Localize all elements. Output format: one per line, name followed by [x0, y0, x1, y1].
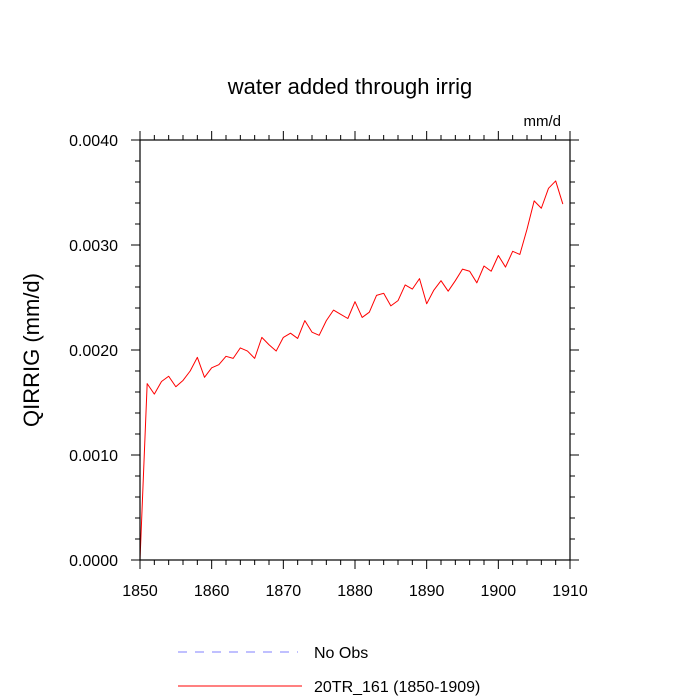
legend-label-20tr-161: 20TR_161 (1850-1909): [314, 679, 480, 696]
x-tick-label: 1890: [409, 583, 445, 600]
chart-title: water added through irrig: [227, 74, 473, 99]
y-tick-label: 0.0030: [69, 238, 118, 255]
x-tick-label: 1870: [266, 583, 302, 600]
series-line-20tr-161: [139, 180, 564, 561]
y-tick-labels: 0.0000 0.0010 0.0020 0.0030 0.0040: [69, 133, 118, 570]
legend: No Obs 20TR_161 (1850-1909): [178, 645, 480, 696]
units-label: mm/d: [524, 113, 562, 130]
x-tick-label: 1880: [337, 583, 373, 600]
legend-label-no-obs: No Obs: [314, 645, 368, 662]
x-tick-label: 1900: [481, 583, 517, 600]
x-tick-label: 1910: [552, 583, 588, 600]
x-tick-label: 1850: [122, 583, 158, 600]
plot-frame: [139, 139, 571, 561]
y-tick-label: 0.0040: [69, 133, 118, 150]
y-tick-label: 0.0000: [69, 553, 118, 570]
y-axis-label: QIRRIG (mm/d): [19, 273, 44, 427]
minor-ticks: [135, 135, 575, 565]
y-tick-label: 0.0020: [69, 343, 118, 360]
series-layer: [139, 180, 564, 561]
y-tick-label: 0.0010: [69, 448, 118, 465]
x-tick-labels: 1850 1860 1870 1880 1890 1900 1910: [122, 583, 588, 600]
x-tick-label: 1860: [194, 583, 230, 600]
major-ticks: [131, 131, 579, 569]
